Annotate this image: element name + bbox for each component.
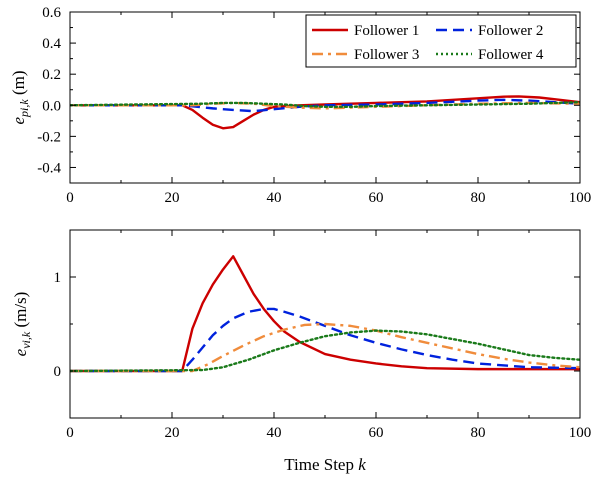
x-axis-title: Time Step k [284, 455, 366, 474]
y-axis-title-var: e [11, 348, 30, 356]
y-axis-title-var: e [9, 117, 28, 125]
x-tick-label: 80 [471, 190, 486, 206]
series-group [70, 255, 580, 373]
y-tick-label: -0.4 [37, 160, 61, 176]
series-line-follower-3 [70, 322, 580, 373]
x-tick-label: 20 [165, 190, 180, 206]
x-tick-label: 0 [66, 190, 74, 206]
y-tick-label: 0.0 [42, 98, 61, 114]
x-tick-label: 80 [471, 425, 486, 441]
x-tick-label: 60 [369, 425, 384, 441]
legend-label: Follower 3 [354, 47, 419, 63]
chart-panel-1: 0 20 40 60 80 100 -0.4 -0.2 0.0 0.2 0.4 0.6 epi,k (m… [9, 5, 591, 206]
x-tick-label: 40 [267, 190, 282, 206]
series-group [70, 95, 580, 130]
y-axis-title-unit: (m/s) [11, 292, 30, 332]
y-tick-label: 0.2 [42, 67, 61, 83]
series-line-follower-4 [70, 329, 580, 373]
y-tick-label: 0.4 [42, 36, 61, 52]
x-axis-title-text: Time Step [284, 455, 358, 474]
y-axis-title-sub: vi,k [19, 331, 33, 349]
y-axis-title: evi,k (m/s) [11, 292, 33, 357]
y-axis-title-sub: pi,k [17, 99, 31, 118]
legend-label: Follower 1 [354, 23, 419, 39]
x-tick-label: 20 [165, 425, 180, 441]
series-line-follower-1 [70, 255, 580, 373]
x-tick-label: 100 [569, 190, 592, 206]
legend-box [305, 14, 577, 68]
series-line-follower-1 [70, 95, 580, 130]
legend: Follower 1 Follower 2 Follower 3 Follower 4 [305, 14, 577, 68]
y-tick-label: 0.6 [42, 5, 61, 21]
y-tick-label: -0.2 [37, 129, 61, 145]
y-tick-label: 1 [54, 270, 62, 286]
y-axis-title: epi,k (m) [9, 70, 31, 124]
x-tick-label: 40 [267, 425, 282, 441]
x-tick-label: 0 [66, 425, 74, 441]
series-line-follower-4 [70, 100, 580, 109]
y-tick-label: 0 [54, 364, 62, 380]
series-line-follower-2 [70, 307, 580, 373]
y-axis-title-unit: (m) [9, 70, 28, 99]
chart-panel-2: 0 20 40 60 80 100 0 1 evi,k (m/s) Time Step k [11, 229, 592, 474]
x-tick-label: 100 [569, 425, 592, 441]
x-axis-title-var: k [358, 455, 366, 474]
legend-label: Follower 4 [478, 47, 544, 63]
legend-label: Follower 2 [478, 23, 543, 39]
x-tick-label: 60 [369, 190, 384, 206]
